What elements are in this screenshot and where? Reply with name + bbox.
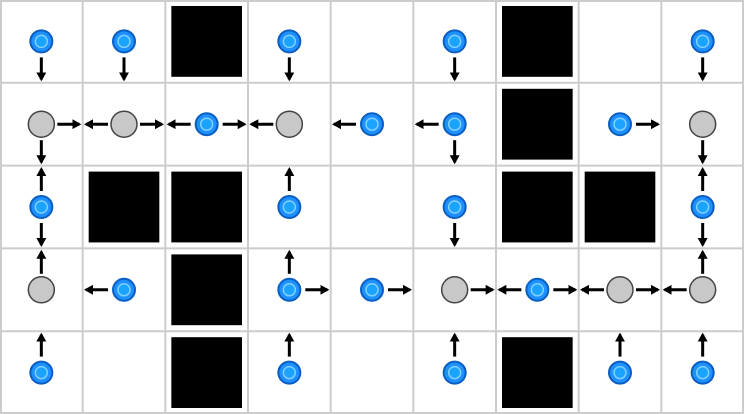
wall-block bbox=[171, 254, 242, 326]
agent-token-core bbox=[282, 200, 297, 214]
agent-token-core bbox=[695, 200, 710, 214]
agent-token-core bbox=[282, 365, 297, 380]
agent-token-core bbox=[34, 365, 49, 380]
junction-node[interactable] bbox=[688, 110, 717, 138]
agent-token-core bbox=[34, 34, 49, 49]
junction-node[interactable] bbox=[440, 276, 469, 304]
wall-block bbox=[502, 6, 573, 77]
agent-token-core bbox=[365, 117, 379, 131]
agent-token-core bbox=[282, 283, 297, 297]
agent-token-core bbox=[447, 200, 462, 214]
agent-token-core bbox=[447, 365, 462, 380]
junction-node[interactable] bbox=[275, 110, 304, 138]
agent-token-core bbox=[34, 200, 49, 214]
grid-cell-r0-c7[interactable] bbox=[579, 0, 662, 83]
wall-block bbox=[171, 171, 242, 243]
grid-cell-r2-c4[interactable] bbox=[331, 166, 414, 249]
agent-token-core bbox=[695, 365, 710, 380]
junction-node[interactable] bbox=[606, 276, 634, 304]
wall-block bbox=[502, 171, 573, 243]
agent-token-core bbox=[447, 117, 462, 131]
agent-token-core bbox=[199, 117, 214, 131]
agent-token-core bbox=[282, 34, 297, 49]
agent-token-core bbox=[613, 365, 627, 380]
wall-block bbox=[171, 337, 242, 408]
wall-block bbox=[88, 171, 160, 243]
grid-cell-r0-c4[interactable] bbox=[331, 0, 414, 83]
wall-block bbox=[584, 171, 656, 243]
junction-node[interactable] bbox=[27, 110, 56, 138]
grid-cell-r4-c4[interactable] bbox=[331, 331, 414, 414]
grid-cell-r4-c1[interactable] bbox=[83, 331, 166, 414]
agent-token-core bbox=[447, 34, 462, 49]
wall-block bbox=[502, 88, 573, 160]
junction-node[interactable] bbox=[27, 276, 56, 304]
agent-token-core bbox=[117, 34, 131, 49]
junction-node[interactable] bbox=[110, 110, 138, 138]
agent-token-core bbox=[365, 283, 379, 297]
agent-token-core bbox=[117, 283, 131, 297]
agent-token-core bbox=[695, 34, 710, 49]
agent-token-core bbox=[530, 283, 545, 297]
agent-token-core bbox=[613, 117, 627, 131]
wall-block bbox=[171, 6, 242, 77]
wall-block bbox=[502, 337, 573, 408]
junction-node[interactable] bbox=[688, 276, 717, 304]
